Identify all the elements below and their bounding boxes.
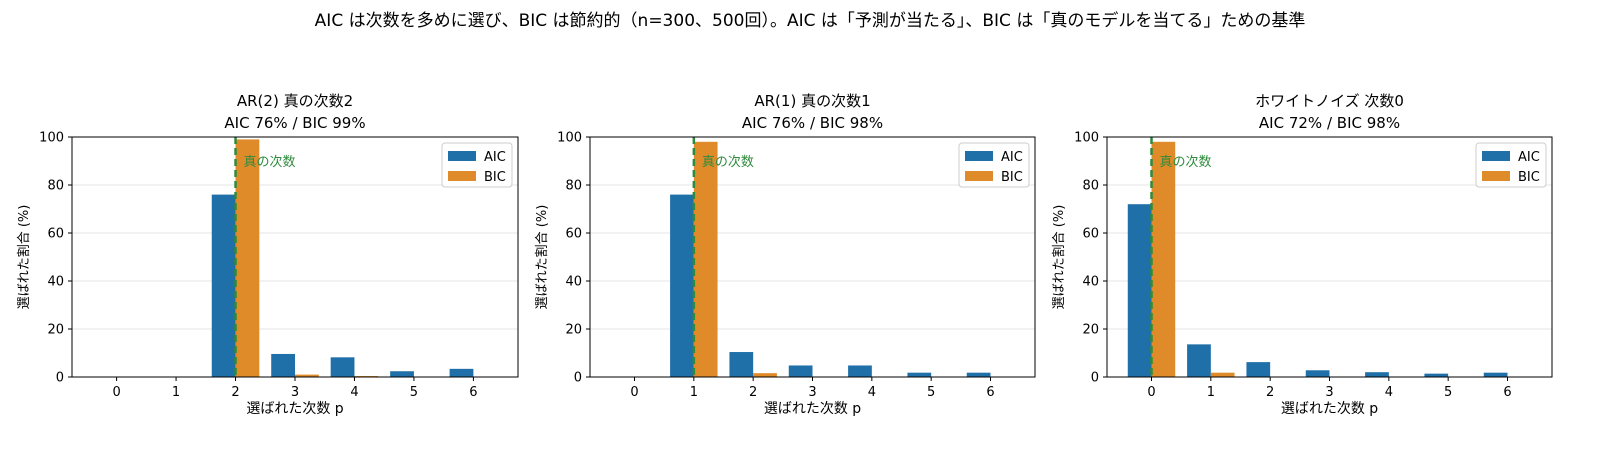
y-tick-label: 20 bbox=[47, 323, 64, 338]
y-tick-label: 40 bbox=[1082, 275, 1099, 290]
bar-aic-0 bbox=[1127, 204, 1152, 377]
bar-bic-2 bbox=[235, 139, 260, 377]
bar-aic-5 bbox=[907, 372, 932, 377]
legend-swatch-bic bbox=[448, 171, 476, 181]
y-tick-label: 80 bbox=[47, 179, 64, 194]
y-tick-label: 0 bbox=[1091, 371, 1099, 386]
true-order-label: 真の次数 bbox=[1160, 154, 1212, 170]
bar-aic-4 bbox=[330, 357, 355, 377]
legend-label-bic: BIC bbox=[484, 170, 506, 185]
x-tick-label: 0 bbox=[1147, 385, 1155, 400]
y-tick-label: 40 bbox=[47, 275, 64, 290]
bar-aic-3 bbox=[788, 365, 813, 377]
bar-aic-2 bbox=[1246, 362, 1271, 377]
x-tick-label: 2 bbox=[231, 385, 239, 400]
x-tick-label: 5 bbox=[410, 385, 418, 400]
legend-swatch-aic bbox=[1482, 151, 1510, 161]
chart-subtitle: AIC 76% / BIC 99% bbox=[224, 114, 365, 132]
legend-label-bic: BIC bbox=[1001, 170, 1023, 185]
x-axis-label: 選ばれた次数 p bbox=[246, 401, 343, 417]
chart-title: AR(1) 真の次数1 bbox=[754, 92, 870, 110]
y-tick-label: 80 bbox=[1082, 179, 1099, 194]
bar-aic-4 bbox=[1365, 372, 1389, 377]
x-axis-label: 選ばれた次数 p bbox=[1281, 401, 1378, 417]
x-tick-label: 5 bbox=[1444, 385, 1452, 400]
figure-title: AIC は次数を多めに選び、BIC は節約的（n=300、500回）。AIC は… bbox=[314, 11, 1306, 31]
bar-aic-2 bbox=[211, 194, 236, 377]
x-tick-label: 1 bbox=[690, 385, 698, 400]
x-tick-label: 3 bbox=[808, 385, 816, 400]
bar-aic-4 bbox=[848, 365, 872, 377]
y-axis-label: 選ばれた割合 (%) bbox=[534, 205, 550, 310]
legend-swatch-bic bbox=[1482, 171, 1510, 181]
x-tick-label: 0 bbox=[112, 385, 120, 400]
x-tick-label: 5 bbox=[927, 385, 935, 400]
y-tick-label: 0 bbox=[574, 371, 582, 386]
legend-label-aic: AIC bbox=[1001, 150, 1023, 165]
bar-bic-1 bbox=[693, 141, 718, 377]
y-tick-label: 60 bbox=[47, 227, 64, 242]
y-tick-label: 100 bbox=[1074, 131, 1099, 146]
y-tick-label: 40 bbox=[565, 275, 582, 290]
y-tick-label: 60 bbox=[1082, 227, 1099, 242]
x-tick-label: 4 bbox=[350, 385, 358, 400]
legend-swatch-bic bbox=[965, 171, 993, 181]
true-order-label: 真の次数 bbox=[244, 154, 296, 170]
bar-aic-1 bbox=[670, 194, 694, 377]
chart-panel-1: 真の次数 0 20 40 60 80 100 0 1 2 3 4 5 6 選ばれた次数 p 選ばれた割合 (%… bbox=[534, 92, 1036, 417]
y-tick-label: 0 bbox=[56, 371, 64, 386]
x-tick-label: 6 bbox=[1503, 385, 1511, 400]
bar-aic-2 bbox=[729, 352, 754, 377]
bar-aic-6 bbox=[449, 368, 474, 377]
x-tick-label: 4 bbox=[1385, 385, 1393, 400]
bar-aic-6 bbox=[1483, 372, 1508, 377]
chart-panel-2: 真の次数 0 20 40 60 80 100 0 1 2 3 4 5 6 選ばれた次数 p 選ばれた割合 (%… bbox=[1051, 92, 1553, 417]
bar-aic-1 bbox=[1187, 344, 1211, 377]
chart-title: ホワイトノイズ 次数0 bbox=[1255, 92, 1404, 110]
x-tick-label: 6 bbox=[986, 385, 994, 400]
y-axis-label: 選ばれた割合 (%) bbox=[16, 205, 32, 310]
y-tick-label: 60 bbox=[565, 227, 582, 242]
x-tick-label: 4 bbox=[868, 385, 876, 400]
legend-label-aic: AIC bbox=[484, 150, 506, 165]
x-tick-label: 2 bbox=[1266, 385, 1274, 400]
y-tick-label: 80 bbox=[565, 179, 582, 194]
chart-subtitle: AIC 72% / BIC 98% bbox=[1259, 114, 1400, 132]
x-tick-label: 1 bbox=[172, 385, 180, 400]
x-tick-label: 2 bbox=[749, 385, 757, 400]
legend-swatch-aic bbox=[965, 151, 993, 161]
bar-aic-5 bbox=[390, 371, 414, 377]
chart-subtitle: AIC 76% / BIC 98% bbox=[742, 114, 883, 132]
x-tick-label: 3 bbox=[291, 385, 299, 400]
bar-bic-0 bbox=[1151, 141, 1176, 377]
y-axis-label: 選ばれた割合 (%) bbox=[1051, 205, 1067, 310]
bar-aic-5 bbox=[1424, 373, 1449, 377]
bar-bic-2 bbox=[753, 373, 777, 377]
x-tick-label: 0 bbox=[630, 385, 638, 400]
y-tick-label: 100 bbox=[39, 131, 64, 146]
bar-bic-3 bbox=[295, 374, 319, 377]
legend-label-aic: AIC bbox=[1518, 150, 1540, 165]
legend-label-bic: BIC bbox=[1518, 170, 1540, 185]
bar-aic-3 bbox=[271, 353, 295, 377]
bar-bic-1 bbox=[1210, 372, 1235, 377]
chart-title: AR(2) 真の次数2 bbox=[237, 92, 353, 110]
x-tick-label: 1 bbox=[1207, 385, 1215, 400]
x-tick-label: 3 bbox=[1325, 385, 1333, 400]
chart-panel-0: 真の次数 0 20 40 60 80 100 0 1 2 3 4 5 6 選ばれた次数 p 選ばれた割合 (%… bbox=[16, 92, 519, 417]
y-tick-label: 100 bbox=[557, 131, 582, 146]
x-axis-label: 選ばれた次数 p bbox=[764, 401, 861, 417]
y-tick-label: 20 bbox=[1082, 323, 1099, 338]
true-order-label: 真の次数 bbox=[702, 154, 754, 170]
legend-swatch-aic bbox=[448, 151, 476, 161]
y-tick-label: 20 bbox=[565, 323, 582, 338]
bar-aic-3 bbox=[1305, 370, 1330, 377]
bar-aic-6 bbox=[966, 372, 991, 377]
x-tick-label: 6 bbox=[469, 385, 477, 400]
